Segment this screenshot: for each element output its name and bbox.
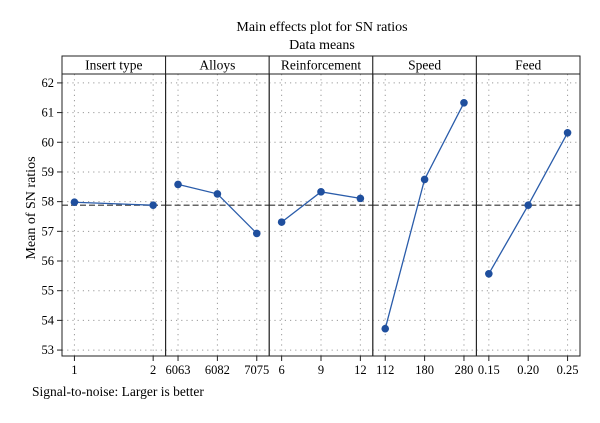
x-tick-label: 2 <box>150 363 156 377</box>
panel-header-label: Alloys <box>199 58 235 73</box>
data-point <box>356 194 365 203</box>
panel-header-label: Reinforcement <box>281 58 361 73</box>
y-axis: 53 54 55 56 57 58 59 60 61 62 <box>42 76 62 357</box>
x-tick-label: 180 <box>415 363 434 377</box>
panel-frame <box>61 73 167 357</box>
data-point <box>420 175 429 184</box>
data-point <box>213 190 222 198</box>
x-tick-label: 6063 <box>166 363 191 377</box>
x-tick-label: 7075 <box>244 363 269 377</box>
x-tick-label: 6 <box>279 363 285 377</box>
panel-alloys: Alloys 6063 6082 7075 <box>165 55 270 377</box>
y-axis-label: Mean of SN ratios <box>24 156 39 259</box>
data-point <box>149 201 157 210</box>
data-point <box>70 198 79 207</box>
data-point <box>381 324 390 333</box>
data-point <box>485 269 493 278</box>
x-tick-label: 1 <box>71 363 77 377</box>
chart-subtitle: Data means <box>289 38 355 53</box>
y-tick-label: 56 <box>42 254 55 268</box>
y-tick-label: 61 <box>42 106 55 120</box>
y-tick-label: 53 <box>42 343 55 357</box>
x-tick-label: 9 <box>318 363 324 377</box>
panel-speed: Speed 112 180 280 <box>372 55 477 377</box>
y-tick-label: 60 <box>42 135 55 149</box>
data-point <box>563 128 572 137</box>
data-point <box>317 188 325 196</box>
y-tick-label: 58 <box>42 195 55 209</box>
x-tick-label: 0.15 <box>478 363 500 377</box>
data-point <box>174 180 182 189</box>
x-tick-label: 0.25 <box>557 363 579 377</box>
data-point <box>252 229 261 238</box>
panel-insert-type: Insert type 1 2 <box>61 55 167 377</box>
footnote: Signal-to-noise: Larger is better <box>32 384 204 399</box>
data-point <box>460 98 468 107</box>
x-tick-label: 12 <box>354 363 367 377</box>
y-tick-label: 55 <box>42 284 55 298</box>
panel-header-label: Feed <box>515 58 541 73</box>
y-tick-label: 59 <box>42 165 55 179</box>
panel-header-label: Speed <box>408 58 441 73</box>
data-point <box>524 201 532 210</box>
series-line <box>74 201 154 206</box>
panel-reinforcement: Reinforcement 6 9 12 <box>268 55 374 377</box>
y-tick-label: 54 <box>42 313 55 327</box>
x-tick-label: 280 <box>455 363 474 377</box>
series-line <box>281 191 361 223</box>
y-tick-label: 62 <box>42 76 55 90</box>
panel-header-label: Insert type <box>85 58 142 73</box>
data-point <box>277 218 286 226</box>
chart-title: Main effects plot for SN ratios <box>236 20 407 35</box>
panel-feed: Feed 0.15 0.20 0.25 <box>475 55 581 377</box>
y-tick-label: 57 <box>42 224 55 238</box>
x-tick-label: 0.20 <box>517 363 539 377</box>
x-tick-label: 6082 <box>205 363 230 377</box>
x-tick-label: 112 <box>376 363 394 377</box>
